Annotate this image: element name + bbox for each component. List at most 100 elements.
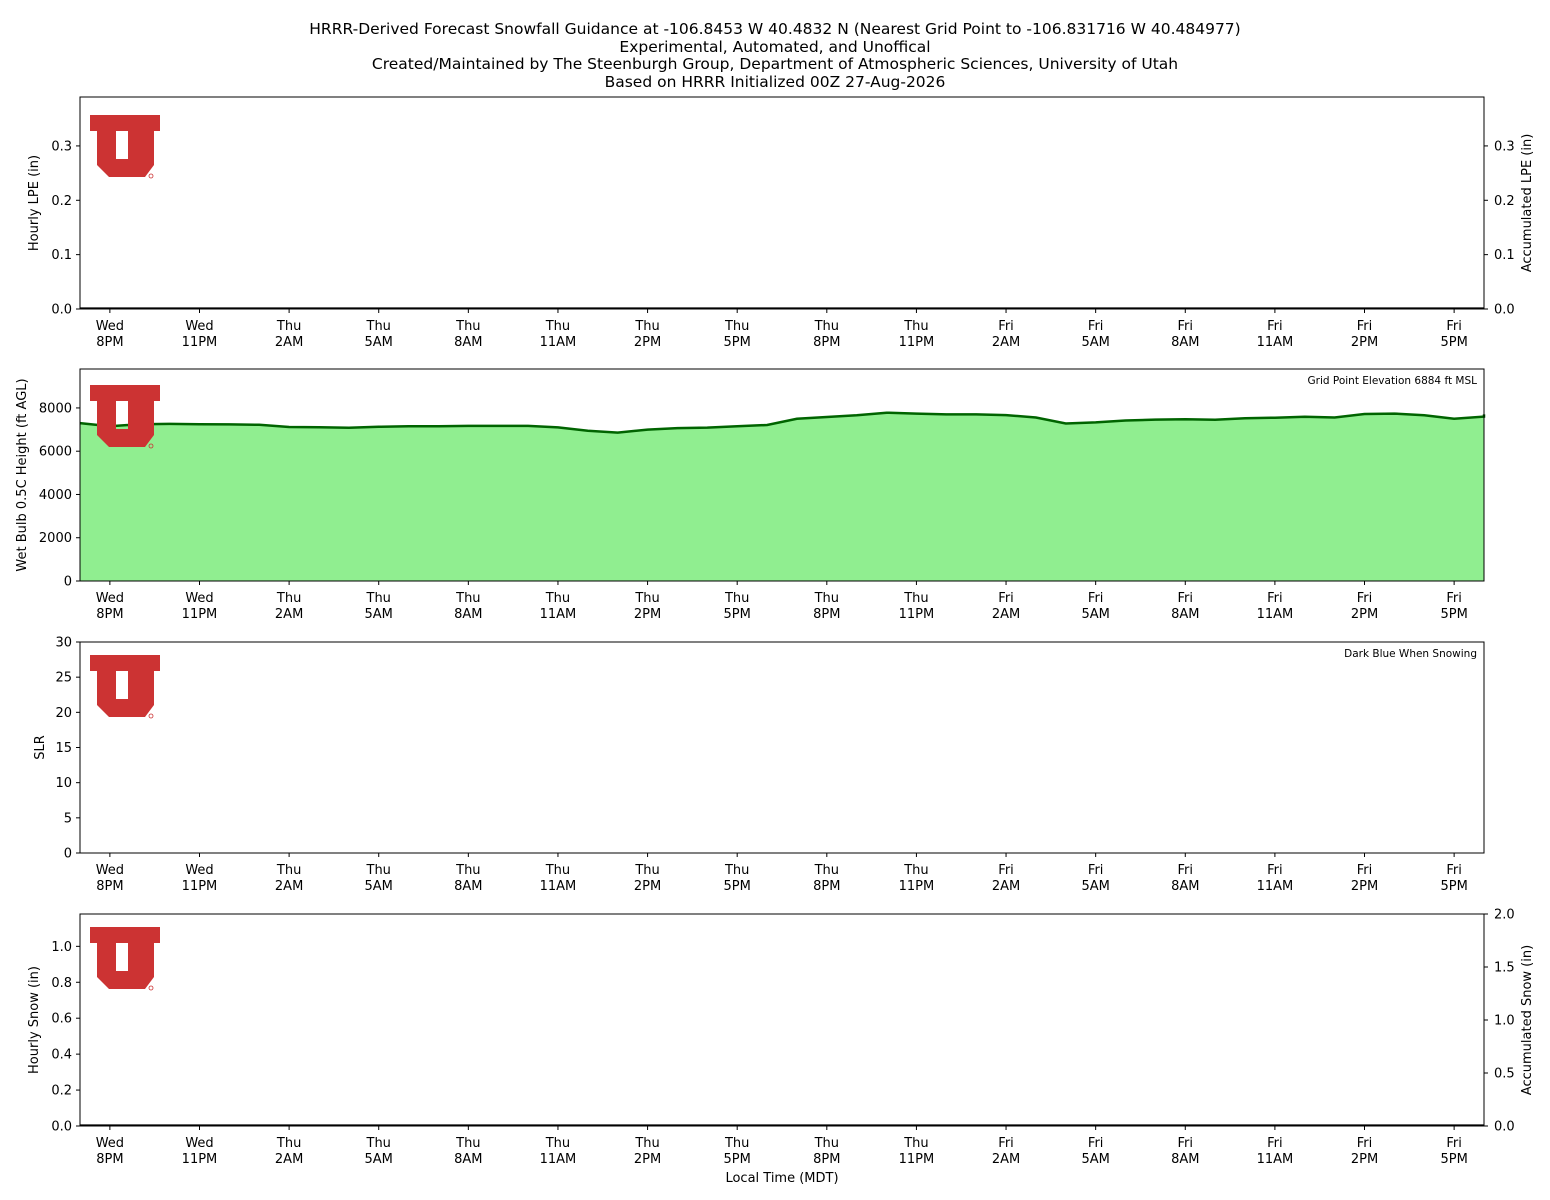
y-tick-label: 0.1 (51, 248, 72, 263)
logo-u-shape (90, 655, 160, 717)
x-tick-label-time: 8PM (813, 335, 840, 350)
x-tick-label-day: Thu (455, 1136, 480, 1151)
title-line-1: HRRR-Derived Forecast Snowfall Guidance … (309, 20, 1241, 38)
axes-frame (79, 913, 1485, 1127)
x-tick-label-time: 11AM (540, 879, 577, 894)
title-line-2: Experimental, Automated, and Unoffical (619, 37, 931, 56)
x-tick-label-day: Thu (455, 863, 480, 878)
x-tick-label-day: Fri (1357, 591, 1373, 606)
x-tick-label-time: 2PM (1351, 335, 1378, 350)
x-tick-label-day: Thu (814, 319, 839, 334)
x-tick-label-time: 11AM (540, 335, 577, 350)
x-tick-label-time: 8AM (454, 879, 482, 894)
wet-bulb-area (80, 412, 1484, 581)
y-tick-label-right: 0.0 (1494, 303, 1515, 318)
x-tick-label-time: 2PM (1351, 607, 1378, 622)
x-tick-label-day: Thu (634, 591, 659, 606)
x-tick-label-time: 11AM (540, 1152, 577, 1167)
x-tick-label-time: 2AM (992, 1152, 1020, 1167)
x-tick-label-time: 11AM (1257, 335, 1294, 350)
axes-frame (79, 96, 1485, 310)
y-axis-label: Wet Bulb 0.5C Height (ft AGL) (15, 378, 30, 571)
y-tick-label: 4000 (39, 488, 72, 503)
y-tick-label: 5 (64, 811, 72, 826)
logo-registered-mark (148, 443, 154, 449)
x-tick-label-day: Thu (903, 1136, 928, 1151)
y-axis-label-right: Accumulated Snow (in) (1520, 945, 1535, 1095)
x-tick-label-time: 5AM (365, 879, 393, 894)
y-tick-label: 20 (55, 706, 72, 721)
y-tick-label: 10 (55, 776, 72, 791)
x-tick-label-day: Fri (1088, 1136, 1104, 1151)
x-tick-label-day: Thu (814, 863, 839, 878)
x-tick-label-time: 8AM (1171, 607, 1199, 622)
x-tick-label-time: 11PM (899, 335, 935, 350)
x-tick-label-day: Fri (1267, 863, 1283, 878)
x-tick-label-day: Thu (455, 319, 480, 334)
logo-u-shape (90, 385, 160, 447)
x-tick-label-time: 2AM (992, 879, 1020, 894)
x-tick-label-day: Fri (1178, 1136, 1194, 1151)
y-tick-label: 1.0 (51, 940, 72, 955)
x-tick-label-day: Fri (1267, 591, 1283, 606)
x-tick-label-time: 2PM (634, 1152, 661, 1167)
x-tick-label-day: Wed (96, 319, 124, 334)
y-axis-label: Hourly Snow (in) (27, 966, 42, 1074)
y-tick-label: 0.2 (51, 1084, 72, 1099)
x-tick-label-time: 11PM (182, 879, 218, 894)
x-tick-label-day: Fri (1446, 863, 1462, 878)
x-tick-label-time: 11PM (899, 1152, 935, 1167)
x-tick-label-day: Thu (276, 863, 301, 878)
x-tick-label-time: 5AM (1081, 879, 1109, 894)
x-tick-label-time: 8PM (96, 607, 123, 622)
logo-u-shape (90, 115, 160, 177)
x-tick-label-time: 5PM (1440, 335, 1467, 350)
x-tick-label-time: 5AM (1081, 607, 1109, 622)
x-tick-label-time: 8AM (1171, 335, 1199, 350)
x-tick-label-day: Thu (814, 591, 839, 606)
logo-u-shape (90, 927, 160, 989)
x-tick-label-time: 2PM (1351, 1152, 1378, 1167)
x-tick-label-time: 2AM (275, 879, 303, 894)
x-tick-label-day: Fri (1178, 319, 1194, 334)
x-tick-label-day: Fri (1357, 319, 1373, 334)
x-tick-label-day: Fri (1088, 863, 1104, 878)
x-tick-label-day: Thu (634, 1136, 659, 1151)
x-tick-label-time: 11AM (1257, 879, 1294, 894)
x-tick-label-time: 8PM (96, 1152, 123, 1167)
y-tick-label-right: 0.5 (1494, 1067, 1515, 1082)
university-of-utah-logo-0 (90, 115, 160, 179)
x-tick-label-day: Thu (276, 319, 301, 334)
y-axis-label: Hourly LPE (in) (27, 155, 42, 251)
x-tick-label-time: 2AM (992, 607, 1020, 622)
logo-registered-mark (148, 713, 154, 719)
university-of-utah-logo-2 (90, 655, 160, 719)
x-tick-label-day: Fri (998, 1136, 1014, 1151)
x-tick-label-time: 2PM (634, 607, 661, 622)
y-tick-label: 0.4 (51, 1048, 72, 1063)
x-tick-label-time: 2AM (275, 1152, 303, 1167)
x-tick-label-day: Fri (1446, 591, 1462, 606)
panel-hourly-lpe: 0.0 0.1 0.2 0.3 0.0 0.1 0.2 0.3 Accumulated LPE … (27, 96, 1535, 350)
x-tick-label-time: 8AM (454, 1152, 482, 1167)
x-tick-label-day: Fri (1446, 1136, 1462, 1151)
university-of-utah-logo-3 (90, 927, 160, 991)
title-line-3: Created/Maintained by The Steenburgh Gro… (371, 55, 1179, 73)
wet-bulb-line (79, 411, 1486, 434)
y-tick-label-right: 0.3 (1494, 139, 1515, 154)
x-tick-label-time: 11PM (899, 607, 935, 622)
x-tick-label-time: 8AM (1171, 879, 1199, 894)
x-tick-label-time: 5PM (1440, 879, 1467, 894)
x-tick-label-time: 5PM (724, 1152, 751, 1167)
x-axis-label: Local Time (MDT) (725, 1171, 838, 1186)
x-tick-label-day: Thu (366, 863, 391, 878)
x-tick-label-day: Fri (998, 863, 1014, 878)
x-tick-label-time: 5AM (365, 1152, 393, 1167)
y-tick-label: 0.6 (51, 1012, 72, 1027)
x-tick-label-time: 5AM (1081, 1152, 1109, 1167)
x-tick-label-day: Thu (455, 591, 480, 606)
x-tick-label-time: 5PM (724, 335, 751, 350)
y-tick-label-right: 0.1 (1494, 248, 1515, 263)
